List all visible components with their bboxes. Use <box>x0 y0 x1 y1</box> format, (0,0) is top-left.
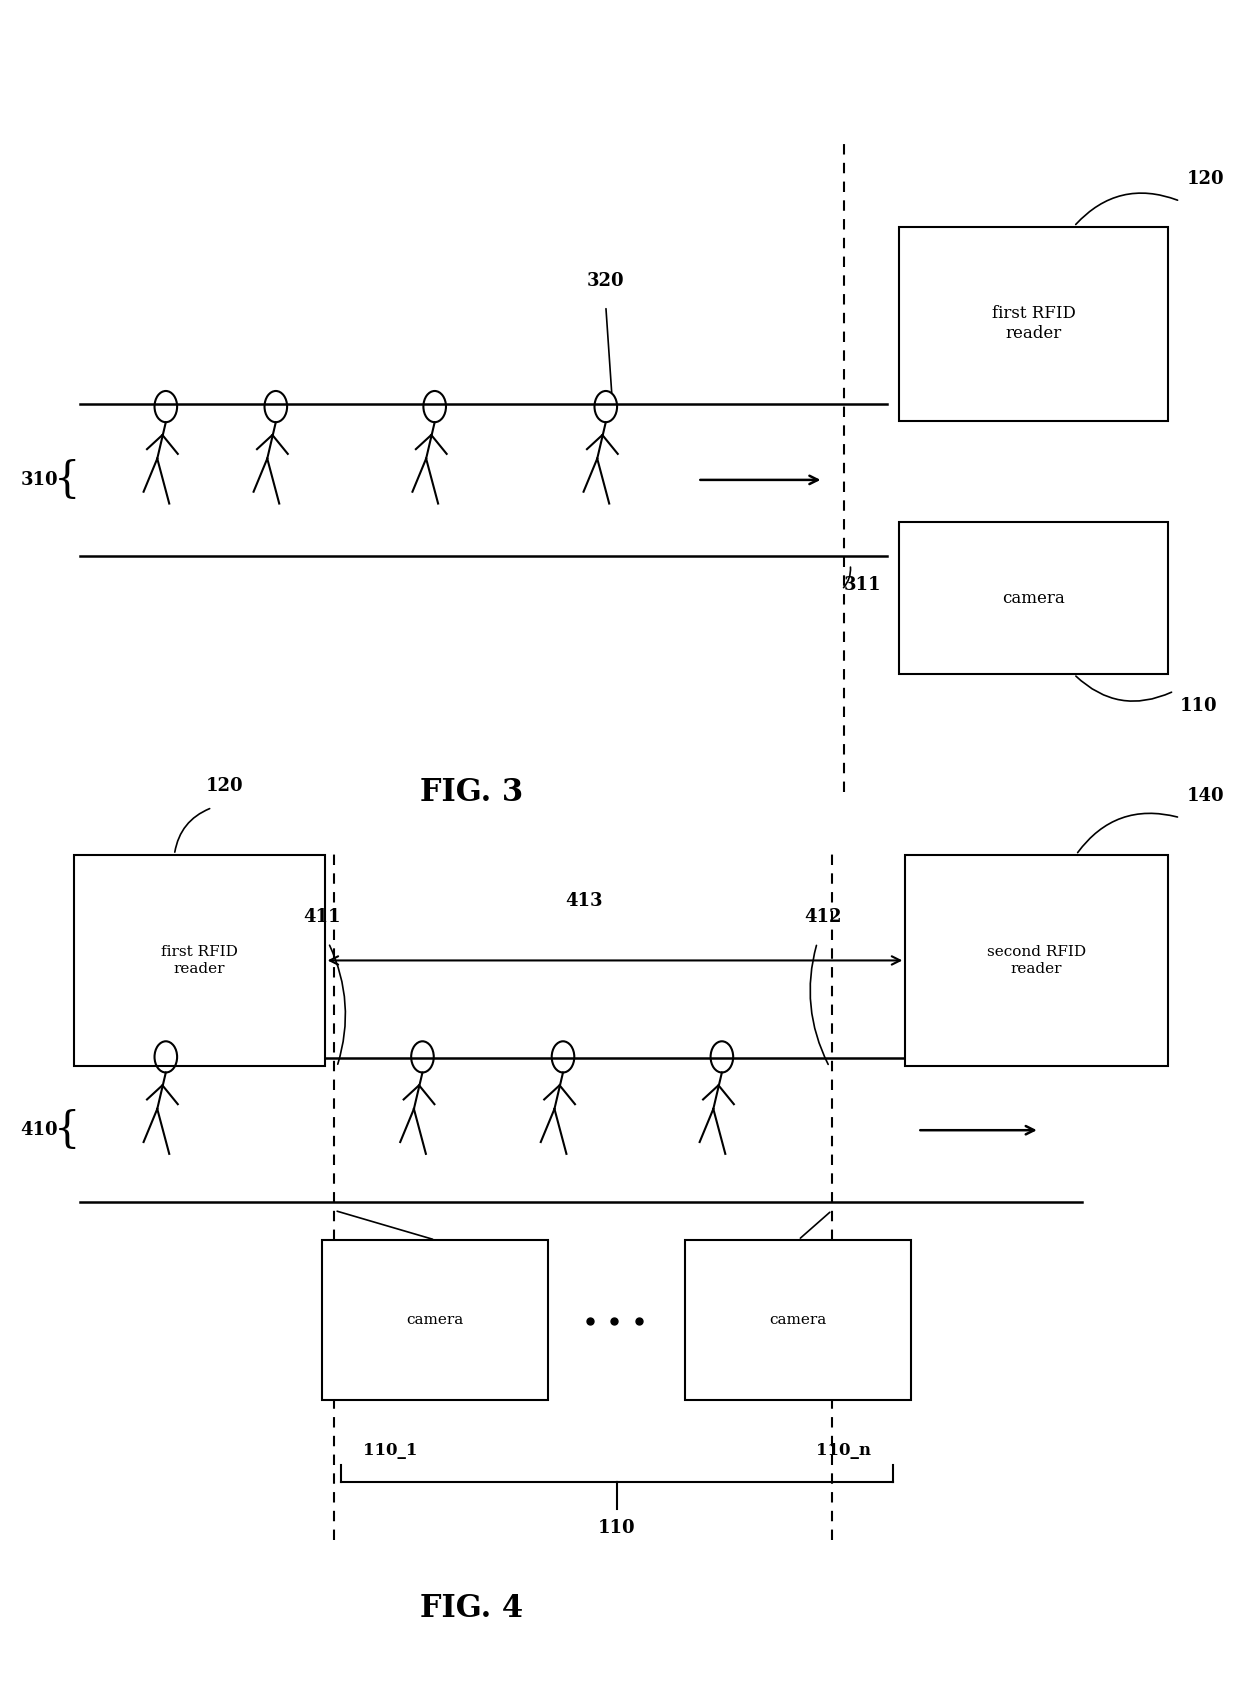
FancyBboxPatch shape <box>74 855 325 1066</box>
Text: 110: 110 <box>1180 697 1218 715</box>
Text: 110_1: 110_1 <box>363 1441 418 1458</box>
Text: 311: 311 <box>843 576 882 594</box>
Text: 410: 410 <box>21 1121 58 1139</box>
Text: camera: camera <box>1002 589 1065 606</box>
Text: FIG. 4: FIG. 4 <box>420 1592 523 1623</box>
Text: 411: 411 <box>304 908 341 926</box>
Text: 412: 412 <box>805 908 842 926</box>
Text: first RFID
reader: first RFID reader <box>992 305 1075 342</box>
FancyBboxPatch shape <box>899 523 1168 674</box>
Text: FIG. 3: FIG. 3 <box>419 777 523 807</box>
Text: 120: 120 <box>1187 170 1224 189</box>
Text: 140: 140 <box>1187 787 1224 806</box>
Text: 413: 413 <box>565 892 603 909</box>
Text: second RFID
reader: second RFID reader <box>987 945 1086 976</box>
Text: {: { <box>53 1109 81 1151</box>
Text: 110: 110 <box>598 1519 636 1536</box>
Text: 320: 320 <box>587 272 625 290</box>
FancyBboxPatch shape <box>686 1240 911 1400</box>
Text: {: { <box>53 458 81 501</box>
Text: 120: 120 <box>206 777 243 795</box>
Text: camera: camera <box>770 1313 827 1327</box>
Text: 110_n: 110_n <box>816 1441 870 1458</box>
Text: first RFID
reader: first RFID reader <box>161 945 238 976</box>
Text: camera: camera <box>407 1313 464 1327</box>
FancyBboxPatch shape <box>899 226 1168 421</box>
Text: 310: 310 <box>21 472 58 489</box>
FancyBboxPatch shape <box>905 855 1168 1066</box>
FancyBboxPatch shape <box>322 1240 548 1400</box>
